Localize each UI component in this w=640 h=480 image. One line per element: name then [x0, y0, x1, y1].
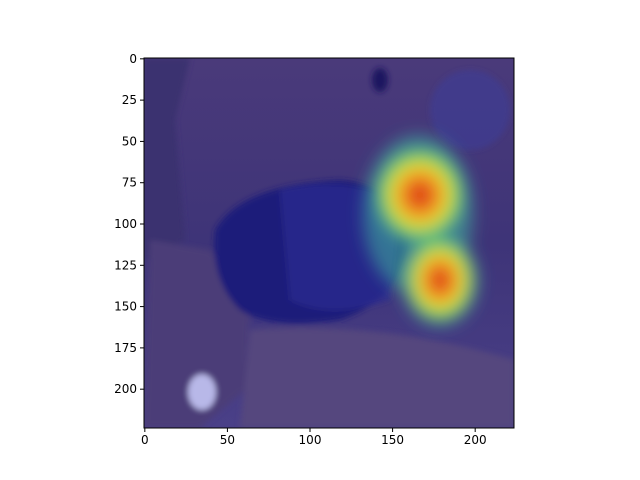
x-tick-label: 0	[141, 433, 149, 447]
x-tick-label: 100	[299, 433, 322, 447]
y-tick-label: 100	[114, 217, 137, 231]
x-tick-label: 200	[464, 433, 487, 447]
y-tick-label: 75	[122, 176, 137, 190]
y-tick-label: 25	[122, 93, 137, 107]
x-tick-label: 150	[381, 433, 404, 447]
y-tick-label: 125	[114, 258, 137, 272]
y-tick-label: 150	[114, 300, 137, 314]
x-tick-label: 50	[220, 433, 235, 447]
y-tick-label: 200	[114, 382, 137, 396]
y-tick-label: 50	[122, 134, 137, 148]
y-tick-label: 0	[129, 52, 137, 66]
y-tick-label: 175	[114, 341, 137, 355]
axes-frame	[143, 57, 515, 429]
image	[144, 58, 514, 428]
